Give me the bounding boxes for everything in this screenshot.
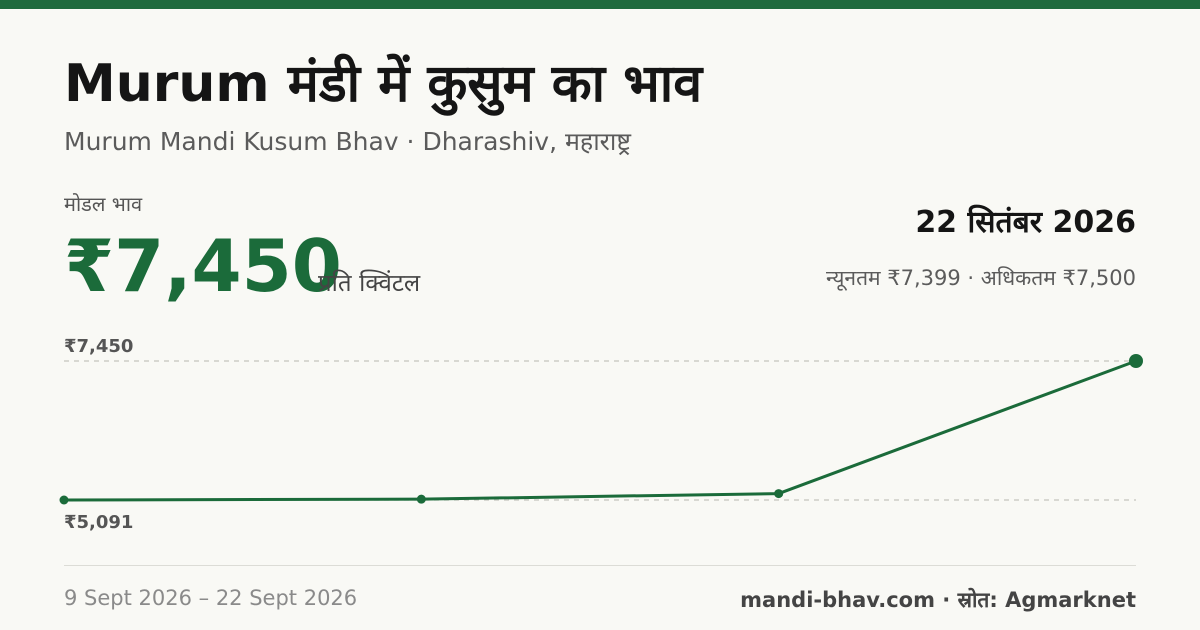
price-unit: प्रति क्विंटल — [318, 269, 421, 297]
data-point-3 — [1129, 354, 1143, 368]
footer-divider — [64, 565, 1136, 566]
price-range: न्यूनतम ₹7,399 · अधिकतम ₹7,500 — [826, 266, 1136, 290]
page-subtitle: Murum Mandi Kusum Bhav · Dharashiv, महार… — [64, 127, 631, 156]
modal-price-value: ₹7,450 — [64, 224, 342, 308]
data-point-2 — [774, 489, 784, 499]
page-title: Murum मंडी में कुसुम का भाव — [64, 54, 703, 114]
reference-label-min: ₹5,091 — [64, 512, 133, 533]
date-period: 9 Sept 2026 – 22 Sept 2026 — [64, 586, 358, 610]
data-source: mandi-bhav.com · स्रोत: Agmarknet — [740, 588, 1136, 612]
reference-label-max: ₹7,450 — [64, 336, 133, 357]
series-line — [63, 359, 1137, 502]
price-date: 22 सितंबर 2026 — [915, 205, 1136, 240]
price-trend-chart: ₹7,450 ₹5,091 — [59, 336, 1143, 533]
modal-price-label: मोडल भाव — [64, 192, 143, 216]
data-point-0 — [59, 495, 69, 505]
top-accent-bar — [0, 0, 1200, 9]
data-point-1 — [416, 494, 426, 504]
